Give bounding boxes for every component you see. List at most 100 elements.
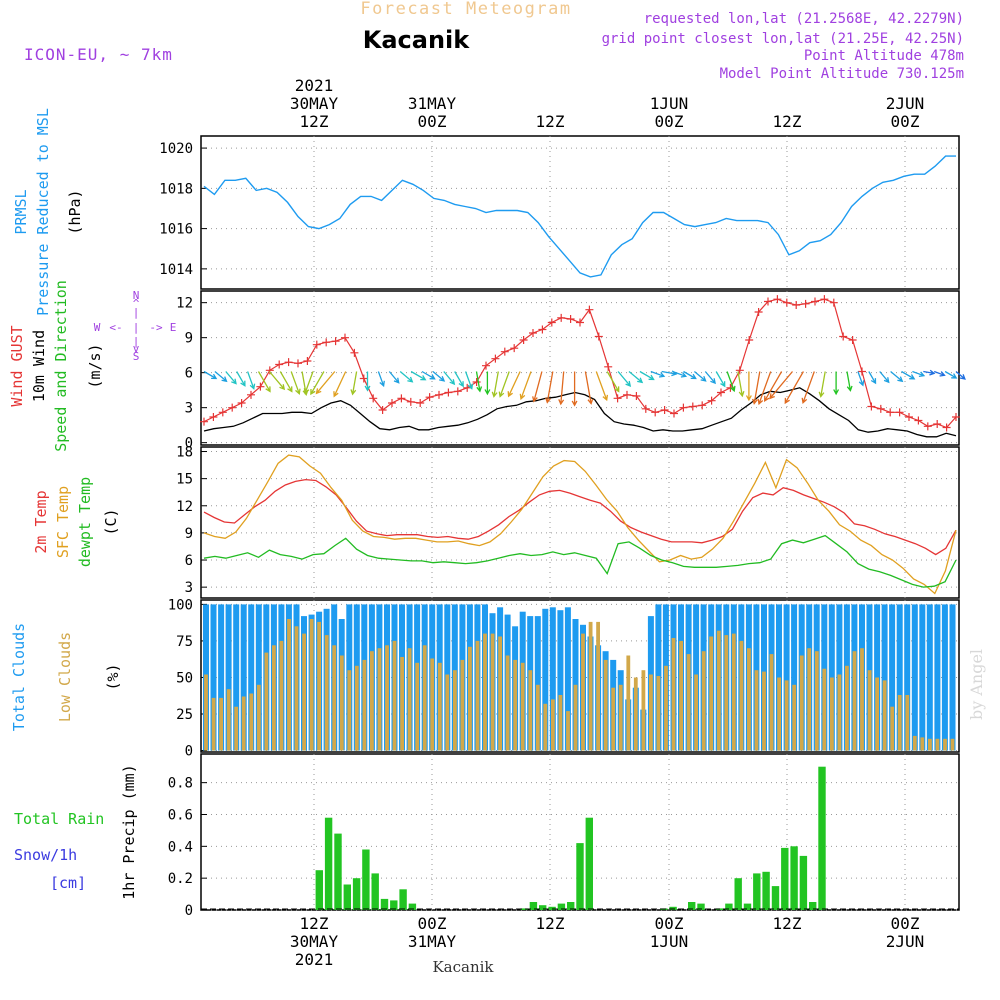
wind-direction-arrow xyxy=(912,370,926,378)
model-altitude: Model Point Altitude 730.125m xyxy=(720,66,964,82)
low-cloud-label: Low Clouds xyxy=(56,632,74,722)
bar-precip xyxy=(390,900,398,910)
y-tick-label: 18 xyxy=(176,445,193,461)
bar-precip xyxy=(408,903,417,910)
direction-label: Speed and Direction xyxy=(52,280,70,452)
bar-low-cloud xyxy=(852,651,857,751)
y-tick-label: 0.4 xyxy=(168,839,193,855)
gust-marker xyxy=(435,390,443,399)
bar-low-cloud xyxy=(543,703,548,751)
bar-low-cloud xyxy=(724,635,729,751)
gust-label: Wind GUST xyxy=(8,325,26,406)
y-tick-label: 9 xyxy=(185,526,193,542)
bar-low-cloud xyxy=(633,677,638,751)
bottom-axis-year: 2021 xyxy=(295,950,334,969)
gust-marker xyxy=(406,397,415,406)
wind-direction-arrow xyxy=(507,371,521,398)
wind-direction-arrow xyxy=(745,371,752,402)
gust-marker xyxy=(848,336,857,344)
wind-direction-arrow xyxy=(955,371,966,380)
gust-marker xyxy=(529,329,537,337)
y-tick-label: 0 xyxy=(185,903,193,919)
wind-direction-arrow xyxy=(595,371,609,402)
bar-precip xyxy=(371,873,379,910)
series-line-wind xyxy=(203,387,957,438)
wind-direction-arrow xyxy=(650,370,666,378)
bar-precip xyxy=(818,766,826,910)
wind-direction-arrow xyxy=(315,371,336,395)
cloud-axis-labels: Total Clouds Low Clouds (%) xyxy=(10,623,122,731)
requested-coords: requested lon,lat (21.2568E, 42.2279N) xyxy=(644,11,964,27)
gust-marker xyxy=(388,399,396,407)
gust-marker xyxy=(341,333,349,342)
bar-low-cloud xyxy=(603,659,608,751)
total-cloud-label: Total Clouds xyxy=(10,623,28,731)
bar-total-cloud xyxy=(896,604,903,751)
bar-total-cloud xyxy=(791,604,798,751)
gust-marker xyxy=(294,359,302,368)
bar-low-cloud xyxy=(317,621,321,751)
wind-direction-arrow xyxy=(944,370,958,379)
bar-low-cloud xyxy=(498,636,502,751)
wind-direction-arrow xyxy=(225,371,237,385)
bar-total-cloud xyxy=(564,607,571,751)
bar-precip xyxy=(725,903,733,910)
bar-low-cloud xyxy=(256,684,261,751)
bar-precip xyxy=(380,898,389,910)
top-axis-hour: 00Z xyxy=(655,112,684,131)
bar-precip xyxy=(539,905,547,910)
bar-low-cloud xyxy=(943,738,947,751)
bar-low-cloud xyxy=(430,658,435,751)
gust-marker xyxy=(519,336,528,344)
bar-total-cloud xyxy=(934,604,941,751)
bar-low-cloud xyxy=(385,645,389,751)
bar-total-cloud xyxy=(572,619,579,751)
y-tick-label: 9 xyxy=(185,331,193,347)
gust-marker xyxy=(613,394,622,403)
y-tick-label: 25 xyxy=(176,707,193,723)
bottom-axis-date: 30MAY xyxy=(290,932,339,951)
bar-low-cloud xyxy=(814,651,819,751)
wind-direction-arrow xyxy=(901,370,916,380)
bar-low-cloud xyxy=(468,646,472,751)
gust-marker xyxy=(369,394,378,403)
gust-marker xyxy=(604,362,613,371)
gust-marker xyxy=(397,394,406,403)
bottom-axis-date: 31MAY xyxy=(408,932,457,951)
wind-direction-arrow xyxy=(432,371,446,382)
bar-low-cloud xyxy=(377,648,382,751)
t2m-label: 2m Temp xyxy=(32,490,50,553)
gust-marker xyxy=(670,409,678,418)
bar-total-cloud xyxy=(218,604,225,751)
bar-precip xyxy=(799,855,808,910)
gust-marker xyxy=(416,399,425,407)
model-label: ICON-EU, ~ 7km xyxy=(24,45,173,64)
bar-low-cloud xyxy=(822,668,827,751)
bar-low-cloud xyxy=(747,648,751,751)
gust-marker xyxy=(218,408,227,417)
gust-marker xyxy=(256,382,265,391)
gust-marker xyxy=(463,383,472,392)
wind-direction-arrow xyxy=(757,371,772,406)
y-tick-label: 3 xyxy=(185,580,193,596)
gust-marker xyxy=(284,358,293,367)
wind-direction-arrow xyxy=(818,371,826,398)
gust-marker xyxy=(322,338,331,347)
wind-direction-arrow xyxy=(410,370,427,381)
bar-low-cloud xyxy=(799,655,804,751)
wind-direction-arrow xyxy=(639,370,655,381)
y-tick-label: 50 xyxy=(176,670,193,686)
bar-low-cloud xyxy=(234,706,239,751)
wind-direction-arrow xyxy=(617,371,632,387)
wind-direction-arrow xyxy=(303,371,314,395)
top-axis-date: 1JUN xyxy=(650,94,689,113)
wind-direction-arrow xyxy=(769,371,793,400)
wind-direction-arrow xyxy=(933,370,946,377)
bar-low-cloud xyxy=(656,676,661,751)
bar-low-cloud xyxy=(226,689,231,751)
gust-marker xyxy=(707,396,716,405)
bar-total-cloud xyxy=(240,604,247,751)
footer-location: Kacanik xyxy=(432,958,494,976)
bar-precip xyxy=(399,889,407,910)
bar-low-cloud xyxy=(626,655,631,751)
